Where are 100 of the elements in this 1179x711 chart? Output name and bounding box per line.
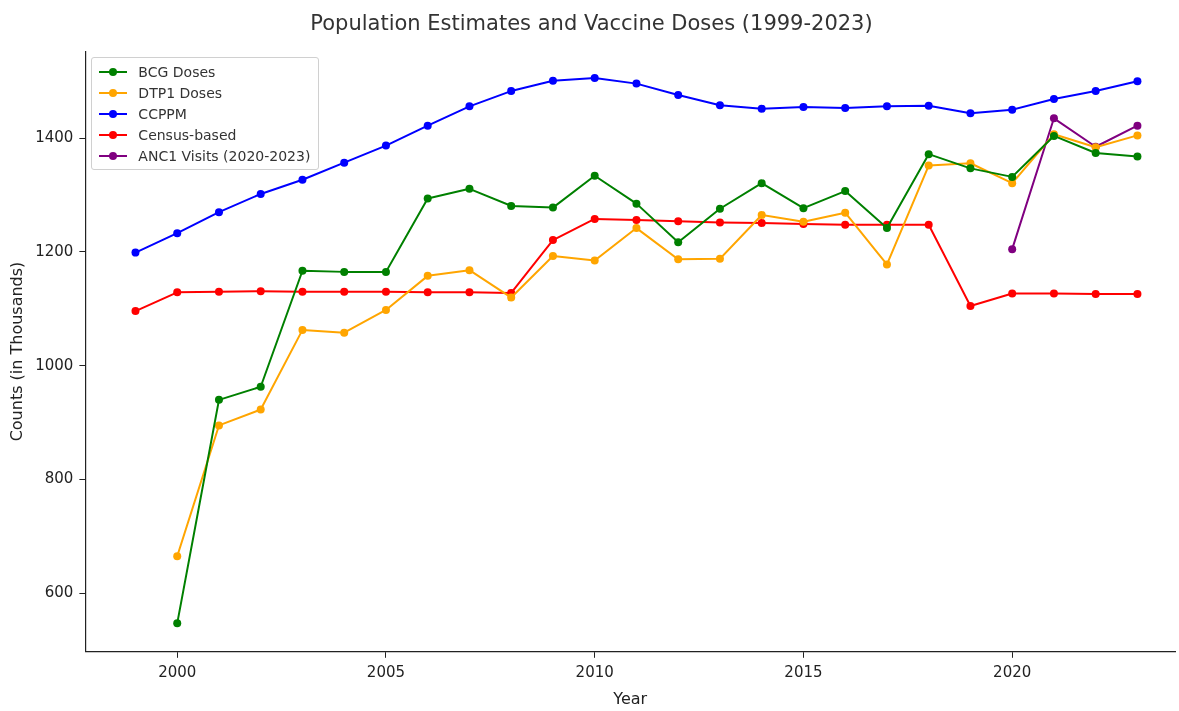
point <box>841 104 850 113</box>
point <box>1133 290 1142 299</box>
point <box>590 171 599 180</box>
x-tick-label: 2005 <box>366 662 406 681</box>
point <box>173 552 182 561</box>
point <box>173 288 182 297</box>
point <box>381 267 390 276</box>
point <box>548 236 557 245</box>
point <box>966 109 975 118</box>
y-tick-label: 600 <box>44 583 74 602</box>
point <box>757 179 766 188</box>
point <box>465 184 474 193</box>
point <box>548 76 557 85</box>
y-tick-label: 1400 <box>35 128 74 147</box>
point <box>715 101 724 110</box>
x-tick-label: 2020 <box>993 662 1032 681</box>
point <box>214 421 223 430</box>
point <box>340 328 349 337</box>
point <box>131 248 140 257</box>
point <box>423 271 432 280</box>
point <box>1133 121 1142 130</box>
point <box>1091 149 1100 158</box>
point <box>298 266 307 275</box>
point <box>340 158 349 167</box>
point <box>632 216 641 225</box>
point <box>340 287 349 296</box>
point <box>256 382 265 391</box>
point <box>966 302 975 310</box>
point <box>757 104 766 113</box>
point <box>214 208 223 217</box>
legend-label: BCG Doses <box>138 63 216 80</box>
point <box>674 90 683 99</box>
point <box>381 287 390 296</box>
point <box>757 218 766 227</box>
point <box>715 204 724 213</box>
x-tick-label: 2000 <box>158 662 197 681</box>
point <box>548 203 557 212</box>
point <box>465 288 474 297</box>
point <box>173 229 182 238</box>
point <box>340 267 349 276</box>
point <box>507 201 516 210</box>
point <box>632 199 641 208</box>
point <box>590 214 599 223</box>
point <box>548 251 557 260</box>
point <box>882 102 891 111</box>
point <box>298 175 307 184</box>
point <box>131 307 140 316</box>
point <box>1049 94 1058 103</box>
point <box>1008 245 1017 254</box>
point <box>214 287 223 296</box>
point <box>507 87 516 96</box>
point <box>256 189 265 198</box>
point <box>1091 290 1100 299</box>
point <box>1008 172 1017 181</box>
y-tick-label: 1000 <box>35 355 74 374</box>
point <box>214 395 223 404</box>
point <box>841 187 850 196</box>
point <box>882 260 891 269</box>
legend-label: ANC1 Visits (2020-2023) <box>138 147 311 164</box>
point <box>882 224 891 233</box>
point <box>1091 87 1100 96</box>
point <box>423 121 432 130</box>
x-tick-label: 2015 <box>784 662 823 681</box>
legend-label: CCPPM <box>138 105 187 122</box>
point <box>465 266 474 275</box>
point <box>799 204 808 213</box>
point <box>632 79 641 88</box>
y-tick-label: 1200 <box>35 241 74 260</box>
point <box>924 161 933 170</box>
point <box>674 238 683 247</box>
point <box>632 224 641 233</box>
point <box>381 305 390 314</box>
point <box>1133 77 1142 86</box>
point <box>590 73 599 82</box>
point <box>674 217 683 226</box>
point <box>1049 114 1058 123</box>
point <box>465 102 474 111</box>
point <box>298 287 307 296</box>
point <box>924 150 933 159</box>
point <box>924 220 933 229</box>
point <box>173 619 182 628</box>
x-axis-title: Year <box>612 688 648 708</box>
point <box>381 141 390 150</box>
point <box>966 164 975 173</box>
point <box>841 208 850 217</box>
y-axis-title: Counts (in Thousands) <box>6 261 26 442</box>
point <box>1008 105 1017 114</box>
point <box>256 405 265 414</box>
point <box>298 325 307 334</box>
point <box>1133 131 1142 140</box>
point <box>799 102 808 111</box>
point <box>715 218 724 227</box>
point <box>423 194 432 203</box>
point <box>1133 152 1142 161</box>
point <box>924 101 933 110</box>
legend-label: Census-based <box>138 126 237 143</box>
chart-title: Population Estimates and Vaccine Doses (1999-2023) <box>310 11 873 36</box>
point <box>674 255 683 264</box>
point <box>256 287 265 296</box>
point <box>1049 289 1058 298</box>
